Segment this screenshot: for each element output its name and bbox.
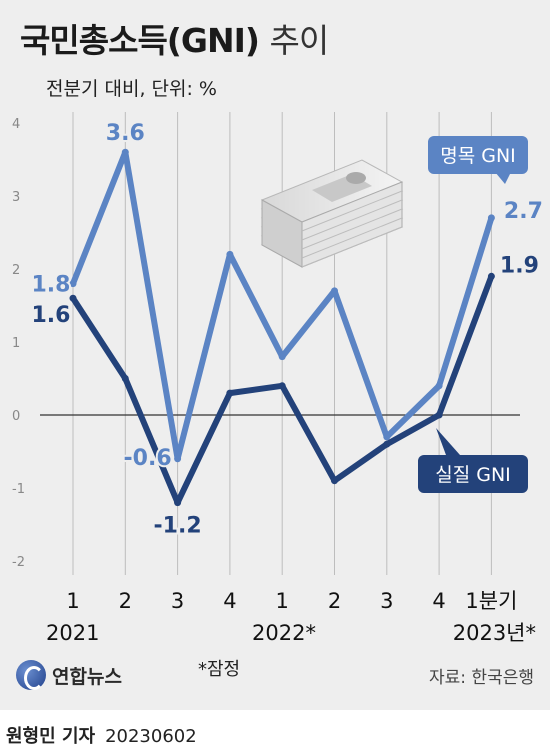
callout-pointer xyxy=(436,428,460,455)
data-point xyxy=(278,353,286,361)
publish-date: 20230602 xyxy=(105,726,197,747)
callout-box xyxy=(418,455,528,493)
bill-edge xyxy=(301,208,403,250)
bill-edge xyxy=(301,217,403,259)
data-label: 2.7 xyxy=(504,199,543,224)
data-label: 1.8 xyxy=(32,273,71,298)
data-label: 1.6 xyxy=(32,303,71,328)
x-tick-label: 1 xyxy=(66,589,79,613)
data-point xyxy=(435,382,443,390)
data-point xyxy=(226,389,234,397)
bill-portrait xyxy=(346,172,366,184)
legend-label: 실질 GNI xyxy=(435,464,511,486)
yonhap-logo: 연합뉴스 xyxy=(16,658,122,692)
data-point xyxy=(383,440,391,448)
x-tick-label: 3 xyxy=(171,589,184,613)
data-point xyxy=(174,499,182,507)
bill-edge xyxy=(301,226,403,268)
provisional-note: *잠정 xyxy=(198,659,241,680)
data-point xyxy=(69,294,77,302)
x-tick-label: 4 xyxy=(432,589,445,613)
data-point xyxy=(121,148,129,156)
year-label: 2021 xyxy=(46,621,99,645)
y-tick-label: 4 xyxy=(12,117,20,132)
callout-pointer xyxy=(495,172,511,184)
logo-text: 연합뉴스 xyxy=(52,666,122,688)
legend-label: 명목 GNI xyxy=(440,145,516,167)
y-tick-label: -2 xyxy=(12,555,25,570)
money-stack-icon xyxy=(260,159,404,268)
year-label: 2023년* xyxy=(453,621,536,645)
legend-callout: 명목 GNI xyxy=(428,136,528,184)
chart-labels: -2 -1 0 1 2 3 4 1 2 3 4 1 2 3 4 1분기 2021 2022* 2023년* 1.8 3.… xyxy=(12,117,545,645)
bill-edge xyxy=(301,190,403,232)
data-source: 자료: 한국은행 xyxy=(429,668,534,688)
data-point xyxy=(435,411,443,419)
data-point xyxy=(487,272,495,280)
chart-title: 국민총소득(GNI) 추이 xyxy=(20,21,329,60)
x-tick-label: 4 xyxy=(223,589,236,613)
y-tick-label: 0 xyxy=(12,409,20,424)
data-point xyxy=(331,477,338,485)
infographic-card xyxy=(0,0,550,710)
data-label: 1.9 xyxy=(500,253,539,278)
gni-line-chart: -2 -1 0 1 2 3 4 1 2 3 4 1 2 3 4 1분기 2021 2022* 2023년* 1.8 3.… xyxy=(12,112,545,645)
y-tick-label: 3 xyxy=(12,190,20,205)
reporter-name: 원형민 기자 xyxy=(6,726,96,747)
callout-box xyxy=(428,136,528,174)
data-point xyxy=(487,214,495,222)
data-point xyxy=(121,375,129,382)
x-tick-label: 1분기 xyxy=(465,589,517,613)
data-point xyxy=(174,455,182,463)
yonhap-globe-icon xyxy=(16,660,46,690)
y-tick-label: 1 xyxy=(12,336,20,351)
series-lines xyxy=(69,148,495,507)
chart-subtitle: 전분기 대비, 단위: % xyxy=(46,78,217,100)
byline: 원형민 기자 20230602 xyxy=(6,722,197,748)
data-label: 3.6 xyxy=(106,121,145,146)
data-point xyxy=(278,382,286,390)
x-tick-label: 2 xyxy=(328,589,341,613)
x-tick-label: 1 xyxy=(276,589,289,613)
data-point xyxy=(383,433,391,441)
data-point xyxy=(331,287,338,295)
year-label: 2022* xyxy=(252,621,316,645)
data-label: -0.6 xyxy=(124,446,172,471)
data-point xyxy=(69,280,77,288)
data-label: -1.2 xyxy=(154,514,202,539)
x-tick-label: 3 xyxy=(380,589,393,613)
x-tick-label: 2 xyxy=(119,589,132,613)
data-point xyxy=(226,250,234,258)
bill-edge xyxy=(301,199,403,241)
legend-callout: 실질 GNI xyxy=(418,428,528,493)
y-tick-label: 2 xyxy=(12,263,20,278)
y-tick-label: -1 xyxy=(12,482,25,497)
